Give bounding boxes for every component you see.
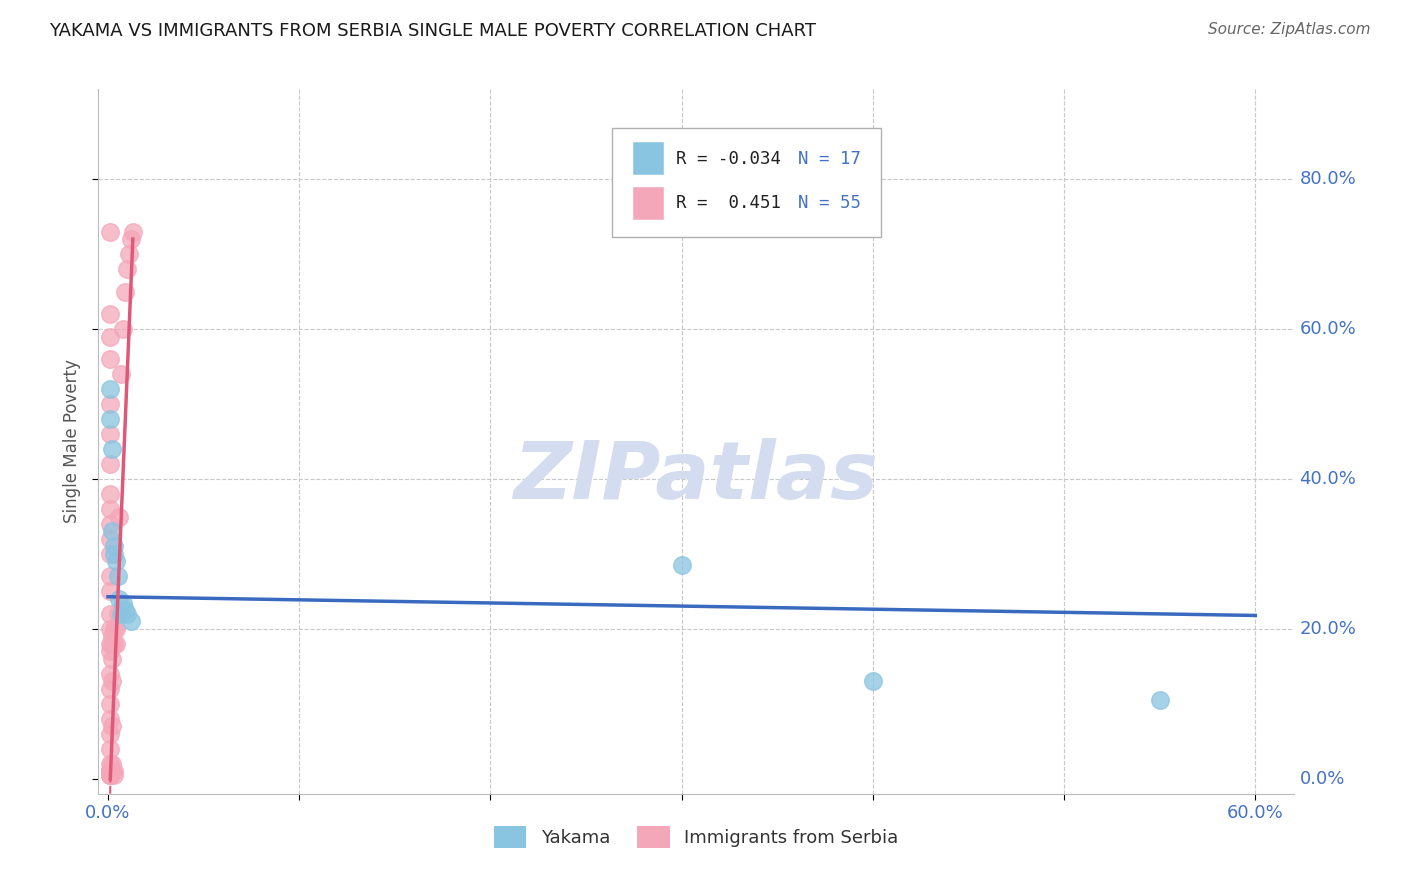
Legend: Yakama, Immigrants from Serbia: Yakama, Immigrants from Serbia bbox=[486, 819, 905, 855]
Point bbox=[112, 322, 135, 336]
Text: N = 55: N = 55 bbox=[797, 194, 860, 212]
Point bbox=[118, 247, 141, 261]
Point bbox=[112, 596, 135, 610]
Point bbox=[98, 502, 121, 516]
Point bbox=[101, 637, 124, 651]
Point bbox=[98, 547, 121, 561]
Point bbox=[108, 591, 131, 606]
Point bbox=[101, 630, 124, 644]
Point bbox=[98, 712, 121, 726]
Point bbox=[101, 674, 124, 689]
Point bbox=[98, 584, 121, 599]
Point bbox=[862, 674, 884, 689]
Point bbox=[101, 442, 124, 456]
Point bbox=[103, 768, 125, 782]
Point bbox=[98, 768, 121, 782]
Point bbox=[104, 622, 127, 636]
Point bbox=[98, 329, 121, 343]
Point bbox=[101, 764, 124, 779]
Point bbox=[114, 603, 136, 617]
Point bbox=[98, 681, 121, 696]
Point bbox=[103, 547, 125, 561]
Point bbox=[98, 768, 121, 782]
Point bbox=[98, 768, 121, 782]
Point bbox=[98, 764, 121, 779]
Point bbox=[101, 652, 124, 666]
Point bbox=[101, 524, 124, 539]
Point bbox=[103, 637, 125, 651]
Point bbox=[98, 622, 121, 636]
Text: 0.0%: 0.0% bbox=[1299, 770, 1346, 788]
Point bbox=[98, 569, 121, 583]
Point bbox=[121, 225, 143, 239]
Text: YAKAMA VS IMMIGRANTS FROM SERBIA SINGLE MALE POVERTY CORRELATION CHART: YAKAMA VS IMMIGRANTS FROM SERBIA SINGLE … bbox=[49, 22, 817, 40]
Point bbox=[98, 756, 121, 771]
Point bbox=[104, 554, 127, 568]
Point bbox=[98, 637, 121, 651]
Point bbox=[98, 742, 121, 756]
Point bbox=[98, 764, 121, 779]
Text: R =  0.451: R = 0.451 bbox=[676, 194, 780, 212]
Point bbox=[98, 764, 121, 779]
Point bbox=[98, 727, 121, 741]
Text: Source: ZipAtlas.com: Source: ZipAtlas.com bbox=[1208, 22, 1371, 37]
Point bbox=[115, 262, 138, 277]
Point bbox=[108, 509, 131, 524]
Point bbox=[104, 637, 127, 651]
Point bbox=[98, 516, 121, 531]
Point bbox=[98, 532, 121, 546]
Text: 40.0%: 40.0% bbox=[1299, 470, 1357, 488]
Point bbox=[98, 427, 121, 442]
FancyBboxPatch shape bbox=[633, 142, 664, 176]
Point bbox=[671, 558, 693, 573]
Point bbox=[98, 382, 121, 396]
Point bbox=[98, 457, 121, 471]
Point bbox=[101, 756, 124, 771]
Point bbox=[98, 607, 121, 621]
Text: N = 17: N = 17 bbox=[797, 150, 860, 168]
Point bbox=[1149, 693, 1171, 707]
Y-axis label: Single Male Poverty: Single Male Poverty bbox=[63, 359, 82, 524]
Text: 20.0%: 20.0% bbox=[1299, 620, 1357, 638]
Point bbox=[103, 540, 125, 554]
Point bbox=[120, 615, 142, 629]
FancyBboxPatch shape bbox=[613, 128, 882, 237]
Point bbox=[120, 232, 142, 246]
Point bbox=[103, 622, 125, 636]
Point bbox=[98, 768, 121, 782]
Point bbox=[98, 667, 121, 681]
Text: R = -0.034: R = -0.034 bbox=[676, 150, 780, 168]
Point bbox=[98, 644, 121, 658]
Text: 80.0%: 80.0% bbox=[1299, 170, 1357, 188]
Point bbox=[98, 352, 121, 367]
Point bbox=[98, 397, 121, 411]
Point bbox=[114, 285, 136, 299]
Text: 60.0%: 60.0% bbox=[1299, 320, 1357, 338]
Point bbox=[98, 225, 121, 239]
Point bbox=[107, 607, 129, 621]
Text: ZIPatlas: ZIPatlas bbox=[513, 438, 879, 516]
Point bbox=[110, 367, 132, 381]
Point bbox=[103, 764, 125, 779]
Point bbox=[110, 607, 132, 621]
Point bbox=[98, 764, 121, 779]
Point bbox=[98, 487, 121, 501]
Point bbox=[101, 719, 124, 733]
FancyBboxPatch shape bbox=[633, 186, 664, 220]
Point bbox=[107, 569, 129, 583]
Point bbox=[98, 412, 121, 426]
Point bbox=[98, 307, 121, 321]
Point bbox=[98, 697, 121, 711]
Point bbox=[115, 607, 138, 621]
